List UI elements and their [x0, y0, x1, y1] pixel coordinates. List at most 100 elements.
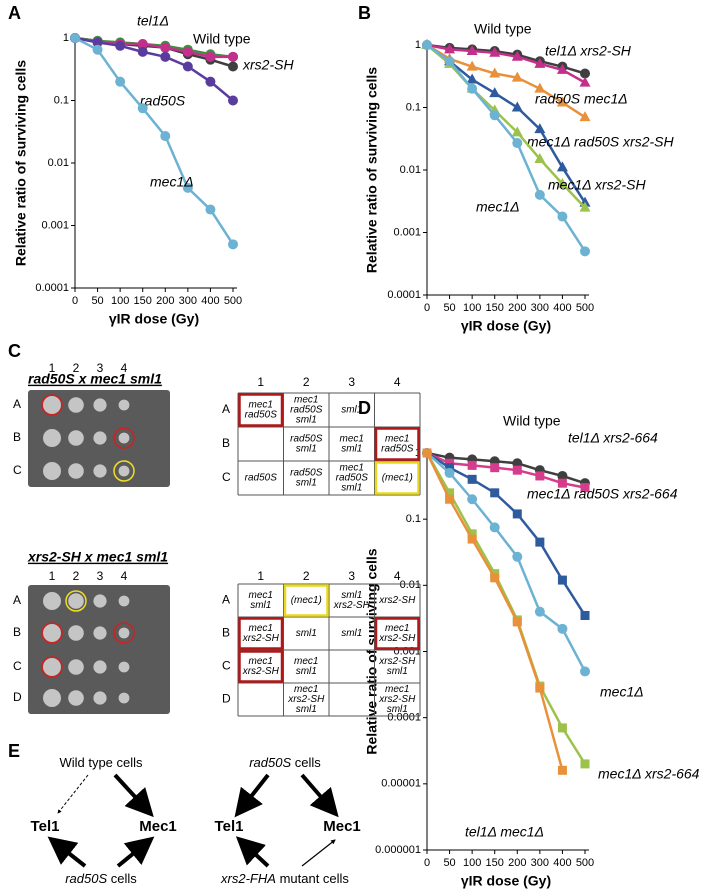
data-point — [580, 68, 590, 79]
arrow — [234, 773, 270, 818]
colony — [93, 594, 107, 608]
x-tick-label: 300 — [179, 295, 197, 307]
data-point — [557, 623, 568, 634]
plate-row-label: A — [13, 397, 21, 411]
genotype: rad50S — [381, 444, 414, 455]
x-tick-label: 50 — [91, 295, 103, 307]
cell-type-label: rad50S cells — [249, 755, 321, 770]
data-point — [580, 483, 590, 493]
plate-row-label: B — [13, 430, 21, 444]
table-row-label: C — [222, 470, 231, 484]
data-point — [137, 46, 148, 57]
cell-highlight — [238, 650, 284, 683]
table-col-label: 4 — [394, 375, 401, 389]
series-label: xrs2-SH — [242, 57, 294, 73]
genotype: rad50S — [65, 871, 107, 886]
genotype: mec1 — [294, 656, 318, 667]
x-tick-label: 150 — [486, 302, 504, 314]
data-point — [182, 61, 193, 72]
kinase-label: Tel1 — [31, 818, 60, 835]
table-col-label: 3 — [348, 569, 355, 583]
series-line — [74, 36, 235, 245]
kinase-label: Tel1 — [215, 818, 244, 835]
colony — [118, 627, 130, 639]
genotype: rad50S — [245, 410, 278, 421]
data-point — [556, 63, 568, 74]
y-tick-label: 0.01 — [48, 157, 69, 169]
data-point — [160, 42, 171, 53]
colony — [118, 432, 130, 444]
genotype: mec1 — [294, 684, 318, 695]
data-point — [92, 37, 103, 48]
data-point — [445, 494, 455, 504]
genotype: sml1 — [250, 600, 271, 611]
data-point — [160, 131, 171, 142]
x-axis-label: γIR dose (Gy) — [109, 311, 199, 327]
cell-highlight — [283, 584, 329, 617]
x-tick-label: 100 — [463, 302, 481, 314]
data-point — [182, 182, 193, 193]
y-tick-label: 1 — [63, 32, 69, 44]
data-point — [512, 465, 522, 475]
kinase-label: Mec1 — [139, 818, 177, 835]
series-label: rad50S mec1Δ — [535, 91, 628, 107]
data-point — [580, 666, 590, 677]
colony — [68, 659, 84, 675]
colony — [93, 691, 107, 705]
series-label: rad50S — [140, 93, 186, 109]
data-point — [205, 76, 216, 87]
panel-label: C — [8, 341, 21, 361]
data-point — [534, 57, 546, 68]
x-tick-label: 0 — [424, 302, 430, 314]
data-point — [534, 123, 546, 134]
data-point — [489, 522, 500, 533]
plate-mark — [41, 394, 63, 416]
plate-mark — [41, 622, 63, 644]
data-point — [579, 201, 591, 212]
genotype: sml1 — [387, 704, 408, 715]
data-point — [534, 189, 545, 200]
data-point — [228, 61, 238, 72]
genotype: sml1 — [341, 405, 362, 416]
data-point — [557, 211, 568, 222]
data-point — [467, 494, 478, 505]
genotype: sml1 — [341, 590, 362, 601]
plate-photo — [28, 585, 170, 714]
x-tick-label: 400 — [201, 295, 219, 307]
x-tick-label: 200 — [508, 857, 526, 869]
colony — [93, 398, 107, 412]
data-point — [557, 478, 567, 488]
genotype: sml1 — [296, 444, 317, 455]
table-col-label: 1 — [257, 375, 264, 389]
plate-col-label: 1 — [49, 569, 56, 583]
y-tick-label: 0.00001 — [381, 778, 421, 790]
colony — [68, 397, 84, 413]
x-tick-label: 500 — [576, 857, 594, 869]
plate-mark — [65, 590, 87, 612]
genotype: (mec1) — [291, 595, 322, 606]
x-tick-label: 200 — [156, 295, 174, 307]
series-label: mec1Δ — [476, 199, 520, 215]
series-label: tel1Δ xrs2-SH — [545, 43, 632, 59]
genotype: rad50S — [249, 755, 291, 770]
genotype: xrs2-SH — [378, 656, 416, 667]
cross-title: xrs2-SH x mec1 sml1 — [27, 549, 168, 565]
genotype: sml1 — [296, 704, 317, 715]
colony — [43, 429, 61, 447]
plate-col-label: 4 — [121, 569, 128, 583]
colony — [118, 465, 130, 477]
plate-row-label: C — [13, 463, 22, 477]
plate-mark — [113, 427, 135, 449]
data-point — [444, 56, 455, 67]
colony — [43, 462, 61, 480]
colony — [68, 690, 84, 706]
data-point — [115, 76, 126, 87]
data-point — [444, 467, 455, 478]
x-tick-label: 0 — [424, 857, 430, 869]
y-axis-label: Relative ratio of surviving cells — [364, 548, 380, 754]
colony — [43, 592, 61, 610]
genotype: xrs2-FHA — [220, 871, 276, 886]
data-point — [228, 51, 238, 62]
genotype: mec1 — [249, 400, 273, 411]
